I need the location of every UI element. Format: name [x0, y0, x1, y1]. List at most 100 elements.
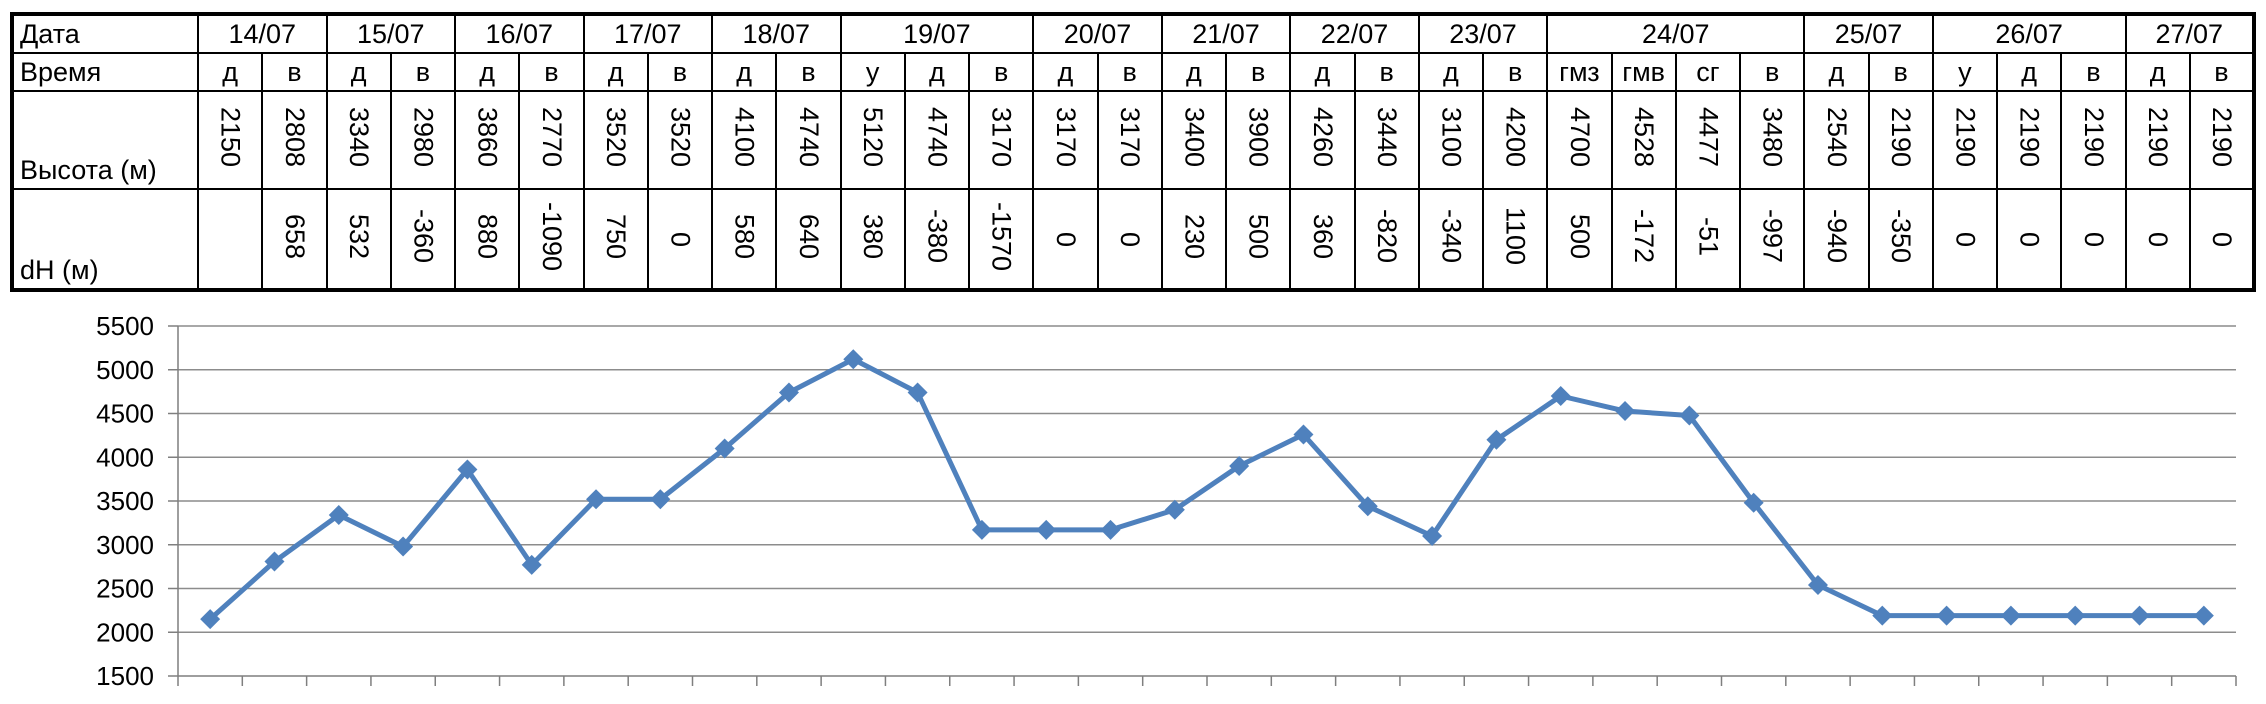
dh-cell: -360	[389, 188, 457, 291]
data-point	[264, 551, 285, 572]
time-cell: в	[389, 52, 457, 92]
dh-cell: -51	[1674, 188, 1742, 291]
dh-cell: 1100	[1481, 188, 1549, 291]
time-cell: у	[839, 52, 906, 92]
date-cell: 15/07	[325, 13, 456, 54]
altitude-value: 4528	[1629, 107, 1660, 168]
altitude-cell: 3480	[1738, 90, 1806, 190]
y-tick-label: 5000	[96, 355, 154, 385]
dh-value: 1100	[1500, 207, 1531, 266]
y-tick-label: 3500	[96, 486, 154, 516]
altitude-cell: 2190	[2124, 90, 2191, 190]
altitude-value: 3900	[1243, 107, 1274, 168]
date-cell: 24/07	[1546, 13, 1806, 54]
y-tick-label: 2500	[96, 574, 154, 604]
dh-value: 0	[2014, 232, 2045, 248]
dh-cell: -380	[903, 188, 971, 291]
y-tick-label: 4000	[96, 442, 154, 472]
dh-value: -940	[1821, 209, 1852, 264]
time-cell: гмз	[1546, 52, 1613, 92]
altitude-value: 2190	[2078, 107, 2109, 168]
dh-value: 0	[2143, 232, 2174, 248]
altitude-value: 2190	[1950, 107, 1981, 168]
dh-value: 0	[1115, 232, 1146, 248]
altitude-value: 5120	[858, 107, 889, 168]
altitude-table-grid: Дата 14/07 15/07 16/07 17/07 18/07 19/07 20/07…	[10, 12, 2256, 292]
dh-cell: 380	[839, 188, 906, 291]
altitude-cell: 3520	[646, 90, 714, 190]
dh-row: dH (м) 658 532 -360 880 -1090 750 0 580 640 380 -3…	[11, 188, 2256, 291]
dh-value: 0	[665, 232, 696, 248]
data-point	[328, 505, 349, 525]
altitude-value: 3440	[1372, 107, 1403, 168]
time-cell: в	[967, 52, 1035, 92]
dh-cell: -940	[1803, 188, 1870, 291]
dh-cell: 0	[2124, 188, 2191, 291]
data-point	[200, 609, 221, 630]
dh-cell: 0	[1931, 188, 1999, 291]
altitude-cell: 2808	[261, 90, 328, 190]
date-cell: 18/07	[711, 13, 842, 54]
dh-cell: -1090	[518, 188, 585, 291]
date-cell: 23/07	[1417, 13, 1549, 54]
altitude-value: 2980	[408, 107, 439, 168]
x-axis	[168, 325, 2237, 686]
time-cell: д	[1995, 52, 2063, 92]
date-cell: 16/07	[454, 13, 585, 54]
altitude-value: 4700	[1564, 107, 1595, 168]
date-row: Дата 14/07 15/07 16/07 17/07 18/07 19/07 20/07…	[11, 13, 2255, 54]
time-cell: д	[582, 52, 649, 92]
y-tick-label: 4500	[96, 399, 154, 429]
data-point	[1229, 456, 1250, 476]
dh-cell: 500	[1546, 188, 1613, 291]
time-cell: д	[1803, 52, 1870, 92]
dh-value: -380	[922, 209, 953, 264]
dh-value: -51	[1693, 216, 1724, 257]
time-cell: д	[1032, 52, 1099, 92]
altitude-value: 3520	[601, 107, 632, 168]
data-point	[907, 382, 928, 403]
altitude-value: 4100	[729, 107, 760, 168]
altitude-value: 3170	[986, 107, 1017, 168]
dh-value: 230	[1179, 213, 1210, 260]
dh-cell: 0	[646, 188, 714, 291]
altitude-value: 2190	[2014, 107, 2045, 168]
altitude-cell: 2190	[1995, 90, 2063, 190]
time-cell: д	[453, 52, 521, 92]
data-point	[1036, 519, 1057, 540]
dh-value: 360	[1307, 213, 1338, 260]
time-cell: д	[710, 52, 778, 92]
data-point	[2193, 605, 2214, 626]
altitude-value: 4740	[922, 107, 953, 168]
altitude-cell: 2540	[1803, 90, 1870, 190]
dh-value: 640	[793, 213, 824, 260]
date-cell: 19/07	[839, 13, 1035, 54]
time-cell: в	[1353, 52, 1420, 92]
time-cell: д	[325, 52, 392, 92]
dh-value: -350	[1886, 209, 1917, 264]
altitude-value: 3480	[1757, 107, 1788, 168]
altitude-cell: 2190	[1867, 90, 1934, 190]
date-cell: 14/07	[197, 13, 328, 54]
data-point	[521, 554, 542, 575]
time-cell: д	[1160, 52, 1228, 92]
dh-row-label: dH (м)	[11, 188, 199, 291]
altitude-value: 3400	[1179, 107, 1210, 168]
altitude-cell: 2190	[1931, 90, 1999, 190]
dh-value: 750	[601, 213, 632, 260]
altitude-cell: 3170	[1096, 90, 1163, 190]
time-row: Время д в д в д в д в д в у д в д в д в д в д в гмз гмв сг в д в у д…	[11, 52, 2256, 92]
altitude-cell: 3400	[1160, 90, 1228, 190]
dh-cell: 0	[2188, 188, 2256, 291]
altitude-cell: 3520	[582, 90, 649, 190]
dh-cell: 880	[453, 188, 521, 291]
time-cell: в	[646, 52, 714, 92]
dh-cell: -997	[1738, 188, 1806, 291]
altitude-cell: 3860	[453, 90, 521, 190]
altitude-cell: 3170	[967, 90, 1035, 190]
dh-value: 500	[1243, 213, 1274, 260]
altitude-table: Дата 14/07 15/07 16/07 17/07 18/07 19/07 20/07…	[10, 12, 2256, 292]
altitude-value: 2150	[215, 107, 246, 168]
dh-cell: 658	[261, 188, 328, 291]
dh-cell: 580	[710, 188, 778, 291]
